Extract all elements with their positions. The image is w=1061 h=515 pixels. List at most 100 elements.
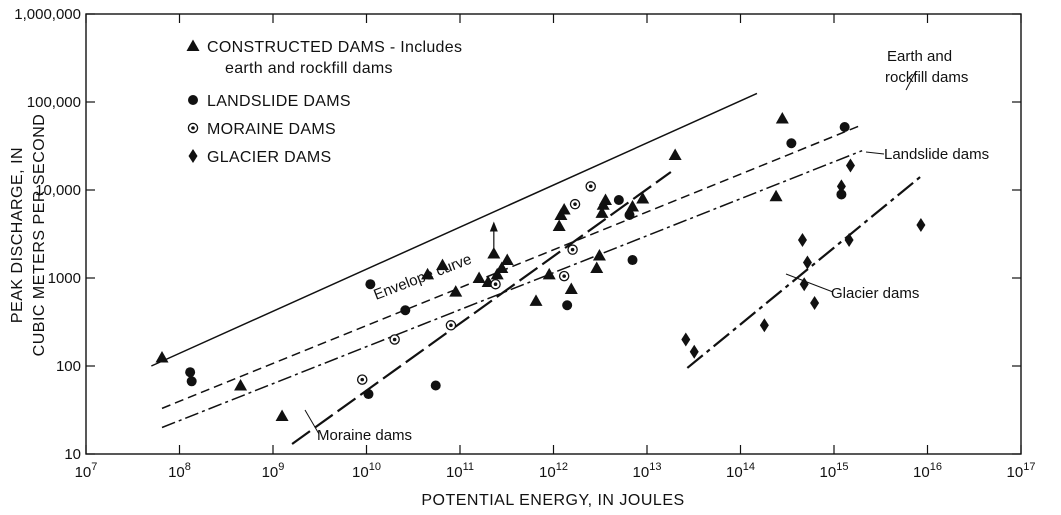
ring-dot [588, 184, 593, 189]
x-tick-label-exponent: 17 [1023, 461, 1035, 473]
annotation-label: Earth and [887, 48, 952, 65]
legend-marker-circle [188, 95, 198, 105]
circle-point [400, 305, 411, 316]
x-tick-label-exponent: 8 [185, 461, 191, 473]
circle-point [627, 255, 638, 266]
x-tick-label-base: 10 [1007, 464, 1024, 481]
y-axis-title-line-2: CUBIC METERS PER SECOND [31, 114, 48, 357]
x-tick-label-exponent: 16 [930, 461, 942, 473]
x-tick-label-exponent: 10 [369, 461, 381, 473]
diamond-point [802, 255, 812, 270]
triangle-point [495, 261, 509, 273]
diamond-point [810, 295, 820, 310]
annotation-leader [304, 409, 320, 435]
annotation-leaders [304, 70, 917, 435]
circle-point [430, 380, 441, 391]
circle-point [839, 121, 850, 132]
y-tick-label: 100,000 [27, 94, 81, 111]
triangle-point [557, 203, 571, 215]
fit-line-solid [151, 92, 758, 367]
annotation-label: Moraine dams [317, 427, 412, 444]
diamond-point [916, 218, 926, 233]
ring-dot [191, 126, 195, 130]
circle-point [786, 138, 797, 149]
circle-point [186, 376, 197, 387]
ring-point [585, 181, 596, 192]
fit-line-dash-dot-long [686, 173, 924, 369]
triangle-point [529, 294, 543, 306]
circle-point [836, 189, 847, 200]
triangle-point [599, 193, 613, 205]
circle-point [185, 367, 196, 378]
ring-dot [562, 274, 566, 278]
x-tick-label-exponent: 7 [91, 461, 97, 473]
diamond-point [681, 332, 691, 347]
x-tick-label-base: 10 [75, 464, 92, 481]
ring-point [558, 270, 570, 282]
x-tick-label-base: 10 [168, 464, 185, 481]
ring-point [490, 278, 501, 290]
legend: CONSTRUCTED DAMS - Includes earth and roc… [186, 39, 462, 166]
ring-point [569, 198, 581, 210]
circle-point [613, 194, 624, 205]
fit-line-dash-dot [161, 149, 863, 429]
triangle-point [590, 261, 604, 273]
legend-label: CONSTRUCTED DAMS - Includes [207, 39, 462, 56]
triangle-point [421, 267, 435, 280]
lower-bound-arrow-head [489, 221, 498, 232]
diamond-point [689, 344, 699, 359]
x-axis-title: POTENTIAL ENERGY, IN JOULES [421, 492, 684, 509]
x-tick-label: 1011 [446, 461, 474, 481]
x-tick-label-exponent: 14 [743, 461, 755, 473]
diamond-point [759, 318, 769, 333]
circle-point [562, 300, 573, 311]
ring-dot [573, 202, 577, 206]
triangle-point [595, 206, 609, 218]
triangle-point [472, 271, 486, 283]
triangle-point [552, 219, 566, 231]
x-tick-label-base: 10 [820, 464, 837, 481]
fit-line-long-dash [291, 171, 672, 445]
x-tick-label-base: 10 [633, 464, 650, 481]
diamond-point [799, 277, 809, 292]
x-tick-label-base: 10 [262, 464, 279, 481]
y-tick-label: 100 [56, 358, 81, 375]
annotation-leader [785, 273, 834, 293]
triangle-point [769, 189, 783, 202]
x-tick-label-base: 10 [913, 464, 930, 481]
triangle-point [490, 267, 504, 280]
triangle-point [636, 192, 650, 204]
x-tick-label: 1016 [913, 461, 942, 481]
x-tick-label: 1010 [352, 461, 381, 481]
x-tick-label-exponent: 11 [463, 461, 474, 473]
fit-line-dashed [161, 124, 863, 410]
legend-label: GLACIER DAMS [207, 149, 332, 166]
x-tick-label: 1017 [1007, 461, 1036, 481]
x-tick-label: 1013 [633, 461, 662, 481]
ring-dot [493, 282, 498, 287]
x-tick-label: 109 [262, 461, 285, 481]
triangle-point [487, 246, 501, 259]
x-tick-label: 107 [75, 461, 98, 481]
x-tick-label-base: 10 [352, 464, 369, 481]
legend-label: earth and rockfill dams [225, 60, 393, 77]
x-tick-label-exponent: 12 [556, 461, 568, 473]
circle-point [624, 209, 635, 220]
legend-label: LANDSLIDE DAMS [207, 93, 351, 110]
ring-point [445, 320, 457, 331]
fit-lines [151, 92, 924, 445]
ring-dot [392, 337, 397, 342]
ring-dot [360, 377, 365, 382]
y-tick-label: 10 [64, 446, 81, 463]
plot-frame [85, 13, 1022, 455]
annotation-label: Landslide dams [884, 146, 989, 163]
legend-marker-diamond [188, 149, 198, 163]
data-points [155, 111, 926, 422]
x-tick-label-exponent: 13 [649, 461, 661, 473]
triangle-point [500, 253, 514, 266]
diamond-point [797, 233, 807, 248]
triangle-point [449, 285, 463, 297]
triangle-point [626, 199, 640, 212]
x-tick-label: 1014 [726, 461, 755, 481]
